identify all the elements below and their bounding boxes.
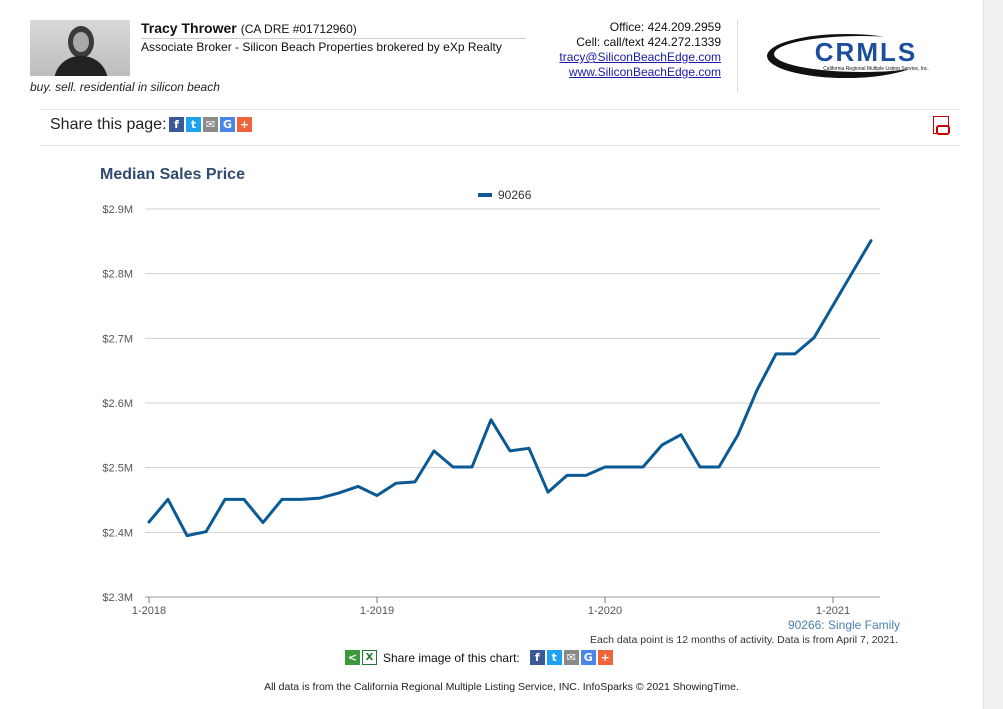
agent-tagline: buy. sell. residential in silicon beach: [30, 80, 220, 94]
data-point: [394, 481, 398, 485]
agent-title: Associate Broker - Silicon Beach Propert…: [141, 40, 502, 54]
series-line-90266: [147, 239, 873, 538]
y-tick-label: $2.9M: [102, 204, 133, 216]
data-point: [584, 474, 588, 477]
data-point: [280, 498, 284, 501]
agent-name: Tracy Thrower: [141, 20, 237, 36]
chart-plus-icon[interactable]: +: [597, 650, 613, 666]
agent-divider: [141, 38, 526, 39]
data-point: [641, 465, 645, 469]
data-point: [527, 447, 531, 450]
email-link[interactable]: tracy@SiliconBeachEdge.com: [559, 50, 721, 64]
chart-email-icon[interactable]: ✉: [563, 650, 579, 666]
data-point: [337, 491, 341, 495]
data-point: [736, 433, 740, 436]
data-point: [546, 491, 550, 494]
share-page-bar: Share this page: f t ✉ G +: [40, 109, 960, 146]
data-point: [299, 498, 303, 501]
chart-share-label: Share image of this chart:: [383, 650, 520, 665]
data-point: [318, 496, 322, 500]
data-point: [470, 465, 474, 469]
data-point: [413, 480, 417, 484]
logo-text: CRMLS: [815, 37, 917, 67]
data-point: [850, 271, 854, 275]
y-tick-label: $2.3M: [102, 592, 133, 604]
data-point: [508, 449, 512, 453]
data-point: [660, 443, 664, 447]
scrollbar[interactable]: [983, 0, 1003, 709]
excel-icon[interactable]: X: [362, 650, 377, 666]
agent-name-line: Tracy Thrower (CA DRE #01712960): [141, 20, 357, 36]
data-point: [166, 498, 170, 501]
crmls-logo: CRMLS California Regional Multiple Listi…: [767, 34, 950, 78]
data-point: [489, 418, 493, 422]
data-point: [242, 498, 246, 501]
logo-subtext: California Regional Multiple Listing Ser…: [823, 66, 929, 72]
website-link[interactable]: www.SiliconBeachEdge.com: [568, 65, 721, 79]
y-tick-label: $2.6M: [102, 398, 133, 410]
data-point: [831, 304, 835, 307]
email-icon[interactable]: ✉: [203, 117, 218, 133]
data-point: [432, 449, 436, 453]
chart-google-icon[interactable]: G: [580, 650, 596, 666]
agent-dre: (CA DRE #01712960): [240, 22, 357, 36]
data-point: [451, 465, 455, 469]
google-icon[interactable]: G: [220, 117, 235, 133]
data-point: [185, 534, 189, 537]
data-point: [356, 485, 360, 488]
x-tick-label: 1-2018: [132, 605, 166, 617]
line-chart: $2.3M $2.4M $2.5M $2.6M $2.7M $2.8M $2.9M 1-201…: [102, 188, 880, 617]
data-point: [793, 352, 797, 356]
x-tick-label: 1-2021: [816, 605, 850, 617]
header-divider: [737, 20, 738, 92]
x-tick-label: 1-2019: [360, 605, 394, 617]
data-point: [261, 521, 265, 524]
share-page-icons: f t ✉ G +: [169, 116, 254, 134]
agent-photo: [30, 20, 130, 76]
contact-block: Office: 424.209.2959 Cell: call/text 424…: [520, 20, 721, 80]
series-note: 90266: Single Family: [787, 618, 900, 632]
y-tick-label: $2.8M: [102, 269, 133, 281]
share-page-label: Share this page:: [50, 116, 167, 133]
data-point: [679, 433, 683, 436]
data-point: [755, 388, 759, 392]
data-point: [698, 465, 702, 469]
data-point: [774, 352, 778, 356]
data-point: [717, 465, 721, 469]
data-point: [603, 465, 607, 469]
data-point: [204, 530, 208, 533]
data-point: [869, 239, 873, 242]
data-point: [223, 498, 227, 501]
plus-icon[interactable]: +: [237, 117, 252, 133]
x-tick-label: 1-2020: [588, 605, 622, 617]
data-point: [812, 336, 816, 339]
data-point: [622, 465, 626, 469]
legend-label: 90266: [498, 188, 532, 202]
data-point: [147, 520, 151, 524]
chart-share-bar: < X Share image of this chart: f t ✉ G +: [345, 650, 615, 666]
cell-phone: Cell: call/text 424.272.1339: [576, 35, 721, 49]
data-point: [565, 474, 569, 477]
chart-twitter-icon[interactable]: t: [546, 650, 562, 666]
pdf-icon[interactable]: [933, 116, 950, 135]
chart-facebook-icon[interactable]: f: [529, 650, 545, 666]
chart-title: Median Sales Price: [100, 166, 245, 183]
share-icon[interactable]: <: [345, 650, 360, 666]
footer-credit: All data is from the California Regional…: [264, 681, 739, 693]
y-tick-label: $2.4M: [102, 527, 133, 539]
facebook-icon[interactable]: f: [169, 117, 184, 133]
y-tick-label: $2.5M: [102, 463, 133, 475]
office-phone: Office: 424.209.2959: [609, 20, 721, 34]
data-note: Each data point is 12 months of activity…: [590, 634, 898, 646]
data-point: [375, 494, 379, 497]
y-tick-label: $2.7M: [102, 333, 133, 345]
twitter-icon[interactable]: t: [186, 117, 201, 133]
